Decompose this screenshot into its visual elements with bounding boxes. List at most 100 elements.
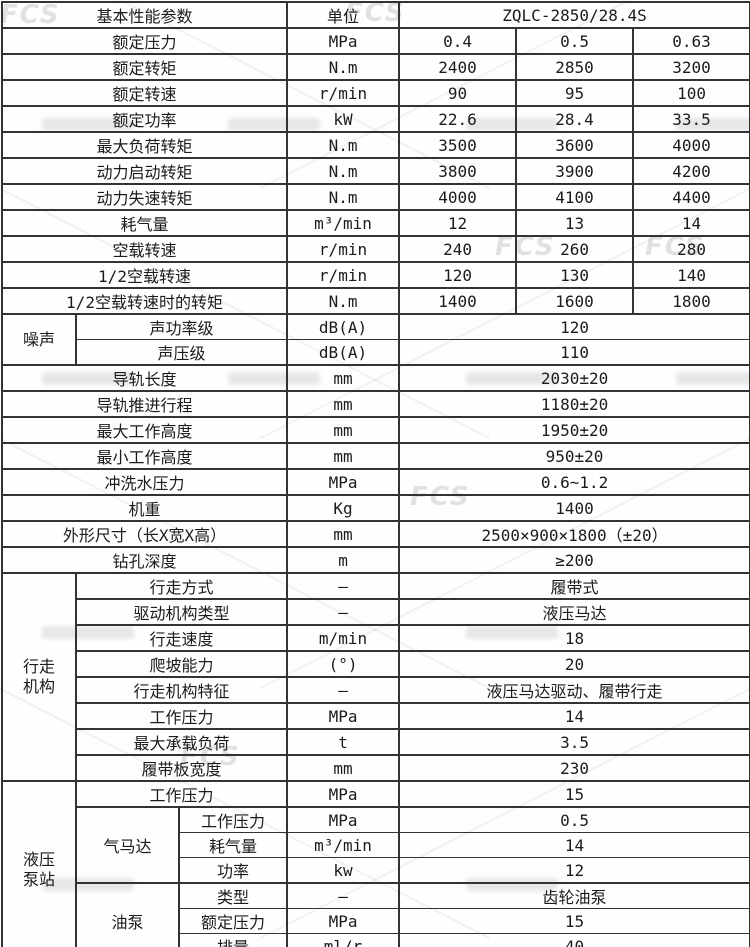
unit-cell: N.m: [286, 287, 401, 314]
value-cell: 2850: [515, 53, 635, 80]
value-cell: 1950±20: [398, 416, 750, 443]
value-cell: 4000: [398, 183, 518, 210]
row-label: 导轨长度: [0, 364, 289, 391]
row-label: 最小工作高度: [0, 442, 289, 469]
value-cell: 280: [632, 235, 750, 262]
unit-cell: kw: [286, 857, 401, 883]
unit-cell: mm: [286, 390, 401, 417]
value-cell: ≥200: [398, 546, 750, 573]
row-label: 额定压力: [177, 908, 289, 934]
row-label: 工作压力: [177, 806, 289, 833]
value-cell: 1600: [515, 287, 635, 314]
row-label: 最大承载负荷: [74, 728, 289, 755]
value-cell: 0.5: [515, 27, 635, 54]
row-label: 功率: [177, 857, 289, 883]
header-model: ZQLC-2850/28.4S: [398, 1, 750, 28]
subgroup-label-air-motor: 气马达: [75, 806, 180, 883]
value-cell: 履带式: [398, 572, 750, 599]
value-cell: 260: [515, 235, 635, 262]
subgroup-label-oil-pump: 油泵: [75, 882, 180, 947]
unit-cell: mm: [286, 520, 401, 547]
value-cell: 110: [398, 339, 750, 365]
row-label: 行走方式: [74, 572, 289, 599]
row-label: 空载转速: [0, 235, 289, 262]
value-cell: 4100: [515, 183, 635, 210]
value-cell: 95: [515, 79, 635, 106]
value-cell: 2500×900×1800（±20）: [398, 520, 750, 547]
value-cell: 1400: [398, 287, 518, 314]
header-unit-label: 单位: [286, 1, 401, 28]
value-cell: 120: [398, 313, 750, 340]
row-label: 行走机构特征: [74, 676, 289, 703]
value-cell: 14: [398, 702, 750, 729]
value-cell: 14: [632, 209, 750, 236]
row-label: 类型: [177, 882, 289, 909]
unit-cell: r/min: [286, 261, 401, 288]
row-label: 爬坡能力: [74, 650, 289, 677]
value-cell: 4000: [632, 131, 750, 158]
value-cell: 15: [398, 780, 750, 807]
group-label-travel: 行走 机构: [1, 572, 77, 781]
value-cell: 130: [515, 261, 635, 288]
value-cell: 3.5: [398, 728, 750, 755]
value-cell: 4200: [632, 157, 750, 184]
value-cell: 13: [515, 209, 635, 236]
row-label: 机重: [0, 494, 289, 521]
value-cell: 20: [398, 650, 750, 677]
unit-cell: —: [286, 882, 401, 909]
value-cell: 0.6~1.2: [398, 468, 750, 495]
unit-cell: t: [286, 728, 401, 755]
value-cell: 15: [398, 908, 750, 934]
value-cell: 2030±20: [398, 364, 750, 391]
row-label: 耗气量: [0, 209, 289, 236]
unit-cell: MPa: [286, 780, 401, 807]
row-label: 驱动机构类型: [74, 598, 289, 625]
row-label: 声功率级: [74, 313, 289, 340]
value-cell: 28.4: [515, 105, 635, 132]
value-cell: 液压马达驱动、履带行走: [398, 676, 750, 703]
row-label: 冲洗水压力: [0, 468, 289, 495]
value-cell: 3600: [515, 131, 635, 158]
row-label: 行走速度: [74, 624, 289, 651]
unit-cell: dB(A): [286, 339, 401, 365]
row-label: 排量: [177, 933, 289, 947]
row-label: 1/2空载转速: [0, 261, 289, 288]
row-label: 额定转矩: [0, 53, 289, 80]
unit-cell: N.m: [286, 53, 401, 80]
value-cell: 90: [398, 79, 518, 106]
row-label: 导轨推进行程: [0, 390, 289, 417]
value-cell: 3800: [398, 157, 518, 184]
row-label: 额定压力: [0, 27, 289, 54]
unit-cell: Kg: [286, 494, 401, 521]
value-cell: 22.6: [398, 105, 518, 132]
value-cell: 1800: [632, 287, 750, 314]
unit-cell: (°): [286, 650, 401, 677]
row-label: 额定转速: [0, 79, 289, 106]
row-label: 动力启动转矩: [0, 157, 289, 184]
unit-cell: ml/r: [286, 933, 401, 947]
value-cell: 4400: [632, 183, 750, 210]
value-cell: 3500: [398, 131, 518, 158]
group-label-hydraulic-pump-station: 液压 泵站: [1, 780, 77, 947]
unit-cell: N.m: [286, 131, 401, 158]
value-cell: 40: [398, 933, 750, 947]
row-label: 耗气量: [177, 832, 289, 858]
row-label: 1/2空载转速时的转矩: [0, 287, 289, 314]
unit-cell: MPa: [286, 806, 401, 833]
value-cell: 950±20: [398, 442, 750, 469]
value-cell: 液压马达: [398, 598, 750, 625]
row-label: 最大负荷转矩: [0, 131, 289, 158]
row-label: 外形尺寸（长X宽X高）: [0, 520, 289, 547]
value-cell: 240: [398, 235, 518, 262]
row-label: 履带板宽度: [74, 754, 289, 781]
header-param-label: 基本性能参数: [0, 1, 289, 28]
value-cell: 2400: [398, 53, 518, 80]
unit-cell: mm: [286, 364, 401, 391]
unit-cell: m³/min: [286, 209, 401, 236]
value-cell: 18: [398, 624, 750, 651]
value-cell: 12: [398, 209, 518, 236]
value-cell: 0.5: [398, 806, 750, 833]
